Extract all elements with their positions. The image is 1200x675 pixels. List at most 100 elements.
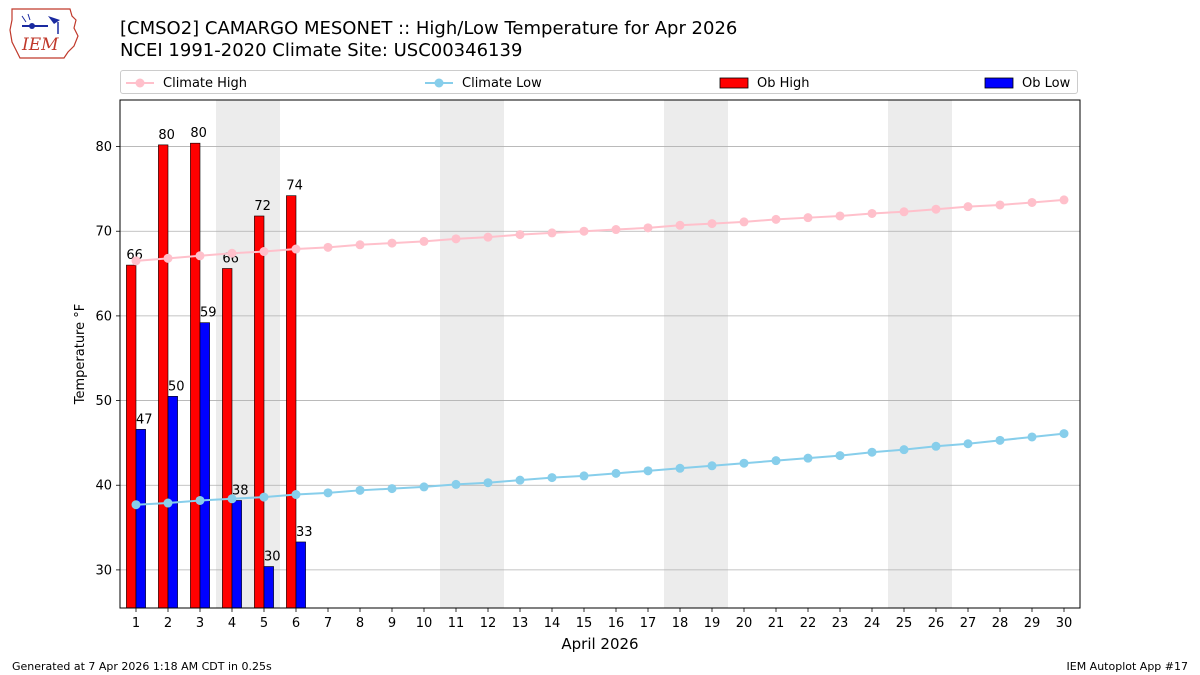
climate-low-point-7 — [323, 488, 333, 498]
x-tick-label-16: 16 — [608, 616, 625, 631]
climate-low-point-23 — [835, 451, 845, 461]
ob-low-bar-label-4: 38 — [232, 483, 249, 498]
ob-low-bar-label-1: 47 — [136, 412, 153, 427]
footer-app: IEM Autoplot App #17 — [1066, 660, 1189, 673]
climate-low-point-25 — [899, 445, 909, 455]
climate-low-point-11 — [451, 479, 461, 489]
climate-high-point-2 — [163, 253, 173, 263]
climate-low-point-9 — [387, 484, 397, 494]
x-tick-label-10: 10 — [416, 616, 433, 631]
climate-low-point-18 — [675, 463, 685, 473]
ob-high-bar-4 — [222, 268, 233, 609]
legend-label-ob-high: Ob High — [757, 75, 810, 91]
ob-low-bar-label-5: 30 — [264, 550, 281, 565]
climate-high-point-8 — [355, 240, 365, 250]
climate-low-point-10 — [419, 482, 429, 492]
climate-low-point-5 — [259, 492, 269, 502]
climate-high-point-13 — [515, 230, 525, 240]
x-tick-label-4: 4 — [228, 616, 236, 631]
climate-low-point-2 — [163, 498, 173, 508]
ob-high-bar-3 — [190, 142, 201, 609]
x-tick-label-11: 11 — [448, 616, 465, 631]
ob-high-bar-6 — [286, 195, 297, 609]
climate-high-point-26 — [931, 204, 941, 214]
legend-item-climate-low: Climate Low — [424, 74, 542, 92]
climate-low-point-26 — [931, 441, 941, 451]
y-tick-label-80: 80 — [95, 140, 112, 155]
climate-high-point-5 — [259, 247, 269, 257]
climate-high-point-18 — [675, 220, 685, 230]
y-tick-label-30: 30 — [95, 563, 112, 578]
climate-low-point-24 — [867, 447, 877, 457]
climate-high-point-15 — [579, 226, 589, 236]
legend-item-ob-low: Ob Low — [984, 74, 1070, 92]
x-tick-label-8: 8 — [356, 616, 364, 631]
climate-high-point-14 — [547, 228, 557, 238]
climate-high-point-3 — [195, 251, 205, 261]
climate-low-point-28 — [995, 435, 1005, 445]
climate-high-point-7 — [323, 242, 333, 252]
chart-subtitle: NCEI 1991-2020 Climate Site: USC00346139 — [120, 40, 523, 61]
climate-high-point-12 — [483, 232, 493, 242]
weekend-band-1 — [440, 100, 504, 608]
x-tick-label-18: 18 — [672, 616, 689, 631]
legend-marker-climate-high — [126, 78, 154, 88]
legend-label-climate-low: Climate Low — [462, 75, 542, 91]
climate-low-point-17 — [643, 466, 653, 476]
ob-low-bar-4 — [231, 500, 242, 609]
ob-high-bar-label-2: 80 — [158, 128, 175, 143]
climate-high-point-22 — [803, 213, 813, 223]
x-tick-label-21: 21 — [768, 616, 785, 631]
climate-high-point-21 — [771, 214, 781, 224]
climate-high-line — [135, 198, 1065, 262]
legend-label-climate-high: Climate High — [163, 75, 248, 91]
climate-low-point-16 — [611, 468, 621, 478]
ob-high-bar-label-3: 80 — [190, 126, 207, 141]
climate-high-point-1 — [131, 256, 141, 266]
climate-low-point-20 — [739, 458, 749, 468]
ob-low-bar-label-3: 59 — [200, 306, 217, 321]
x-tick-label-17: 17 — [640, 616, 657, 631]
climate-high-point-25 — [899, 207, 909, 217]
climate-high-point-19 — [707, 219, 717, 229]
climate-high-point-11 — [451, 234, 461, 244]
ob-low-bar-1 — [135, 429, 146, 609]
x-axis-label: April 2026 — [561, 635, 638, 653]
climate-low-point-15 — [579, 471, 589, 481]
climate-high-point-23 — [835, 211, 845, 221]
x-tick-label-3: 3 — [196, 616, 204, 631]
y-tick-label-50: 50 — [95, 394, 112, 409]
climate-high-point-10 — [419, 236, 429, 246]
x-tick-label-5: 5 — [260, 616, 268, 631]
x-tick-label-9: 9 — [388, 616, 396, 631]
plot-frame — [119, 99, 1081, 609]
ob-high-bar-label-6: 74 — [286, 179, 303, 194]
climate-low-point-6 — [291, 490, 301, 500]
climate-high-point-9 — [387, 238, 397, 248]
x-tick-label-14: 14 — [544, 616, 561, 631]
y-tick-label-60: 60 — [95, 309, 112, 324]
x-tick-label-15: 15 — [576, 616, 593, 631]
climate-high-point-20 — [739, 217, 749, 227]
climate-low-line — [135, 432, 1065, 506]
climate-low-point-30 — [1059, 429, 1069, 439]
climate-high-point-6 — [291, 244, 301, 254]
x-tick-label-13: 13 — [512, 616, 529, 631]
climate-low-point-19 — [707, 461, 717, 471]
climate-high-point-29 — [1027, 197, 1037, 207]
legend: Climate High Climate Low Ob High Ob Low — [120, 70, 1078, 94]
climate-high-point-4 — [227, 248, 237, 258]
climate-high-point-30 — [1059, 195, 1069, 205]
legend-item-climate-high: Climate High — [125, 74, 247, 92]
x-tick-label-28: 28 — [992, 616, 1009, 631]
legend-marker-climate-low — [425, 78, 453, 88]
climate-high-point-16 — [611, 225, 621, 235]
ob-low-bar-6 — [295, 541, 306, 609]
climate-high-point-27 — [963, 202, 973, 212]
x-tick-label-2: 2 — [164, 616, 172, 631]
climate-low-point-22 — [803, 453, 813, 463]
x-tick-label-12: 12 — [480, 616, 497, 631]
ob-high-bar-2 — [158, 144, 169, 609]
ob-high-bar-1 — [126, 264, 137, 609]
